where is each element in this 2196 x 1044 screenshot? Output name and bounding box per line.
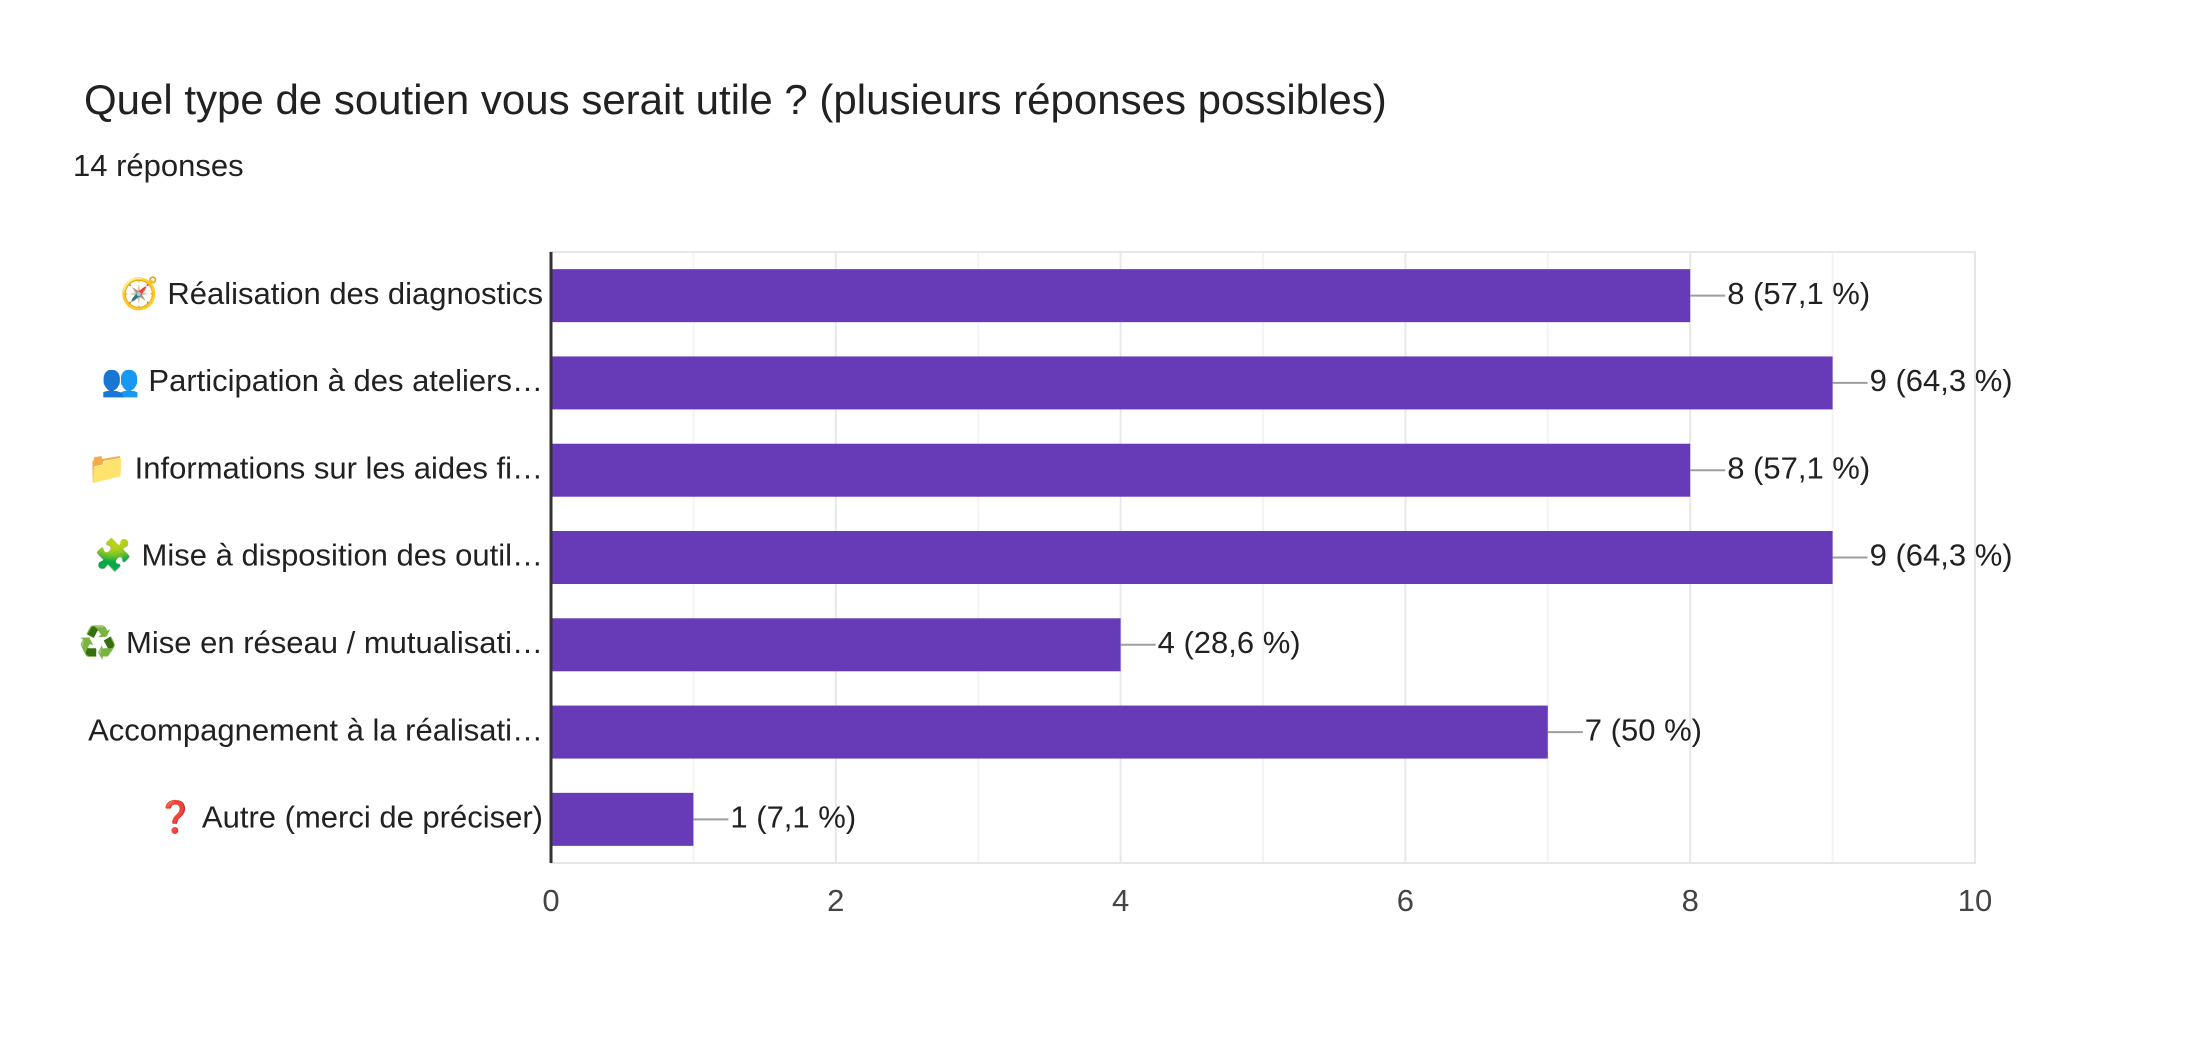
bar [551,531,1833,584]
x-tick-label: 2 [827,883,844,918]
value-label: 8 (57,1 %) [1727,450,1870,485]
bar [551,443,1691,497]
y-tick-label: 🧩 Mise à disposition des outil… [94,537,543,573]
x-tick-label: 6 [1397,883,1414,918]
y-tick-label: ❓ Autre (merci de préciser) [156,799,543,835]
chart-title: Quel type de soutien vous serait utile ?… [84,76,1387,123]
x-tick-label: 10 [1958,883,1992,918]
y-tick-label: 🧭 Réalisation des diagnostics [120,275,543,311]
value-label: 8 (57,1 %) [1727,276,1870,311]
bar [551,705,1548,759]
y-tick-label: 📁 Informations sur les aides fi… [87,450,543,485]
x-tick-label: 8 [1682,883,1699,918]
value-label: 1 (7,1 %) [730,800,856,835]
bar [551,356,1833,410]
bar [551,269,1691,323]
x-tick-label: 0 [542,883,559,918]
y-tick-label: Accompagnement à la réalisati… [88,712,543,747]
bar [551,618,1121,672]
value-label: 4 (28,6 %) [1158,625,1301,660]
bar [551,792,694,846]
value-label: 7 (50 %) [1585,712,1702,747]
y-tick-label: 👥 Participation à des ateliers… [101,363,543,398]
x-tick-label: 4 [1112,883,1129,918]
value-label: 9 (64,3 %) [1870,363,2013,398]
chart-subtitle: 14 réponses [73,148,244,183]
value-label: 9 (64,3 %) [1870,538,2013,573]
y-tick-label: ♻️ Mise en réseau / mutualisati… [79,624,543,660]
